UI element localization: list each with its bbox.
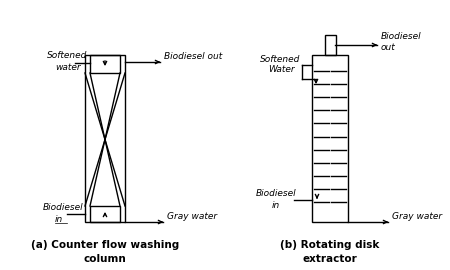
Bar — [325, 35, 336, 55]
Text: Biodiesel out: Biodiesel out — [164, 52, 222, 61]
Text: (a) Counter flow washing
column: (a) Counter flow washing column — [31, 240, 179, 264]
Text: Softened: Softened — [260, 55, 301, 63]
Text: in: in — [55, 215, 63, 224]
Bar — [85, 55, 125, 222]
Text: in: in — [272, 201, 280, 211]
Bar — [90, 206, 120, 222]
Text: Gray water: Gray water — [167, 212, 217, 221]
Text: Biodiesel: Biodiesel — [43, 202, 84, 211]
Text: Biodiesel: Biodiesel — [256, 188, 297, 197]
Text: Softened: Softened — [47, 52, 87, 60]
Bar — [312, 55, 348, 222]
Text: water: water — [55, 63, 81, 73]
Text: Biodiesel
out: Biodiesel out — [381, 32, 422, 52]
Text: Gray water: Gray water — [392, 212, 442, 221]
Text: Water: Water — [268, 66, 295, 75]
Bar — [90, 55, 120, 73]
Text: (b) Rotating disk
extractor: (b) Rotating disk extractor — [280, 240, 380, 264]
